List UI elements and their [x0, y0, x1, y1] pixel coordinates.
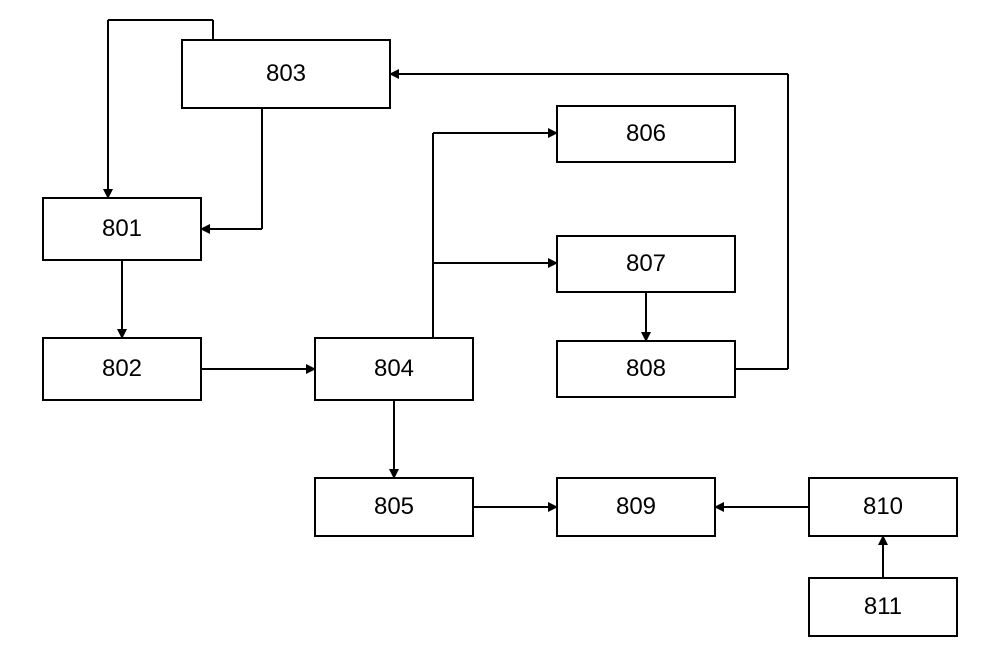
- node-801: 801: [42, 197, 202, 261]
- node-label: 802: [102, 355, 142, 383]
- node-label: 801: [102, 215, 142, 243]
- node-806: 806: [556, 105, 736, 163]
- node-807: 807: [556, 235, 736, 293]
- node-808: 808: [556, 340, 736, 398]
- node-label: 803: [266, 60, 306, 88]
- node-label: 807: [626, 250, 666, 278]
- node-804: 804: [314, 337, 474, 401]
- node-803: 803: [181, 39, 391, 109]
- node-label: 811: [864, 593, 902, 621]
- node-label: 809: [616, 493, 656, 521]
- node-label: 804: [374, 355, 414, 383]
- node-label: 805: [374, 493, 414, 521]
- node-label: 810: [863, 493, 903, 521]
- node-809: 809: [556, 477, 716, 537]
- node-811: 811: [808, 577, 958, 637]
- flowchart-edges: [0, 0, 1000, 649]
- node-805: 805: [314, 477, 474, 537]
- node-label: 808: [626, 355, 666, 383]
- node-810: 810: [808, 477, 958, 537]
- node-802: 802: [42, 337, 202, 401]
- node-label: 806: [626, 120, 666, 148]
